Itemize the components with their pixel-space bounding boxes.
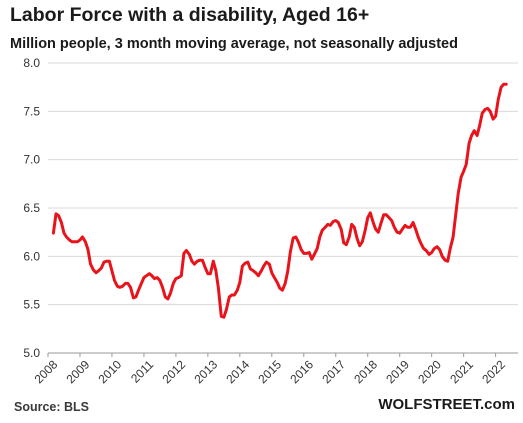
brand-label: WOLFSTREET.com [378, 396, 515, 413]
x-tick-label: 2019 [383, 357, 412, 386]
y-tick-label: 6.5 [23, 201, 40, 215]
chart-subtitle: Million people, 3 month moving average, … [10, 36, 458, 52]
x-tick-label: 2020 [415, 357, 444, 386]
x-tick-label: 2013 [191, 357, 220, 386]
x-axis-tick-labels: 2008 2009 2010 2011 2012 2013 2014 2015 2016 2017… [32, 353, 508, 386]
chart-title: Labor Force with a disability, Aged 16+ [10, 4, 370, 26]
gridlines [48, 62, 518, 354]
y-tick-label: 8.0 [23, 56, 40, 70]
x-tick-label: 2021 [447, 357, 476, 386]
x-tick-label: 2010 [96, 357, 125, 386]
x-tick-label: 2012 [159, 357, 188, 386]
y-tick-label: 5.0 [23, 346, 40, 360]
x-tick-label: 2018 [351, 357, 380, 386]
x-tick-label: 2011 [128, 357, 156, 385]
x-tick-label: 2016 [287, 357, 316, 386]
source-label: Source: BLS [14, 400, 90, 414]
y-tick-label: 6.0 [23, 249, 40, 263]
x-tick-label: 2022 [479, 357, 508, 386]
series-layer [51, 82, 508, 319]
x-tick-label: 2009 [64, 357, 93, 386]
y-axis-tick-labels: 5.0 5.5 6.0 6.5 7.0 7.5 8.0 [23, 56, 40, 360]
x-tick-label: 2015 [255, 357, 284, 386]
series-line [51, 82, 508, 319]
x-tick-label: 2008 [32, 357, 61, 386]
x-tick-label: 2017 [319, 357, 348, 386]
y-tick-label: 5.5 [23, 298, 40, 312]
y-tick-label: 7.0 [23, 153, 40, 167]
y-tick-label: 7.5 [23, 104, 40, 118]
x-tick-label: 2014 [223, 357, 252, 386]
